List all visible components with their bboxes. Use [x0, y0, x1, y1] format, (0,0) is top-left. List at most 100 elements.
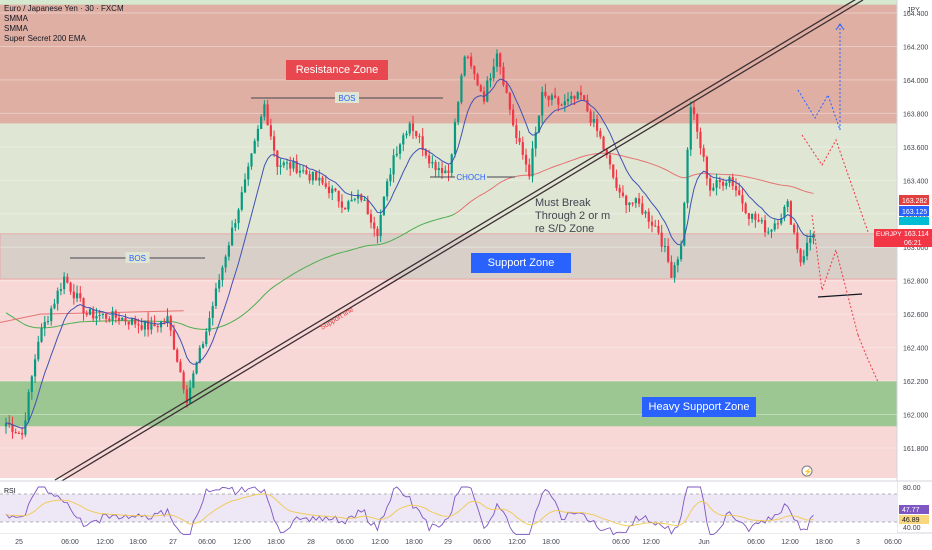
candle-body	[189, 387, 192, 404]
candle-body	[637, 198, 641, 204]
choch-label: CHOCH	[456, 173, 486, 182]
rsi-value: 47.77	[902, 507, 920, 514]
candle-body	[324, 183, 327, 187]
note-line-3: re S/D Zone	[535, 223, 594, 235]
candle-body	[282, 162, 285, 166]
resistance-zone	[0, 4, 897, 124]
y-tick-label: 164.200	[903, 44, 928, 51]
candle-body	[696, 114, 699, 132]
candle-body	[221, 267, 224, 281]
candle-body	[150, 323, 153, 330]
candle-body	[156, 326, 159, 328]
bos-2-label: BOS	[339, 94, 356, 103]
lightning-icon[interactable]	[801, 465, 813, 477]
bullish-projection	[797, 25, 841, 131]
candle-body	[266, 104, 269, 126]
candle-body	[780, 218, 783, 224]
candle-body	[59, 289, 63, 291]
candle-body	[247, 166, 250, 180]
candle-body	[589, 111, 592, 123]
y-tick-label: 164.000	[903, 78, 928, 85]
candle-body	[211, 305, 214, 319]
candle-body	[605, 149, 608, 156]
candle-body	[437, 168, 440, 171]
candle-body	[515, 125, 518, 139]
candle-body	[305, 170, 308, 175]
price-label-teal	[899, 217, 929, 225]
candle-body	[731, 177, 734, 187]
candle-body	[747, 213, 750, 219]
candle-body	[198, 347, 201, 363]
candle-body	[573, 95, 576, 99]
candle-body	[702, 148, 705, 157]
time-axis-panel	[0, 533, 932, 550]
candle-body	[376, 228, 379, 237]
candle-body	[654, 225, 657, 227]
candle-body	[285, 162, 289, 164]
candle-body	[279, 165, 282, 167]
candle-body	[608, 155, 612, 165]
currency-label: JPY	[907, 7, 920, 14]
candle-body	[224, 256, 227, 268]
candle-body	[179, 361, 182, 373]
candle-body	[56, 290, 59, 304]
candle-body	[292, 161, 295, 169]
candle-body	[272, 136, 276, 151]
candle-body	[705, 156, 709, 179]
candle-body	[159, 321, 163, 328]
candle-body	[37, 341, 40, 360]
candle-body	[544, 91, 547, 96]
candle-body	[595, 119, 599, 131]
candle-body	[812, 233, 815, 239]
x-tick-label: 12:00	[96, 539, 114, 546]
chart-legend: Euro / Japanese Yen · 30 · FXCM SMMA SMM…	[4, 4, 124, 44]
candle-body	[424, 149, 427, 156]
candle-body	[66, 276, 69, 283]
candle-body	[783, 206, 786, 219]
candle-body	[253, 140, 256, 154]
chart-title: Euro / Japanese Yen · 30 · FXCM	[4, 4, 124, 13]
candle-body	[715, 180, 718, 188]
candle-body	[40, 328, 43, 342]
candle-body	[363, 199, 366, 201]
indicator-ema[interactable]: Super Secret 200 EMA	[4, 34, 86, 43]
candle-body	[4, 423, 8, 427]
candle-body	[725, 182, 728, 186]
candle-body	[560, 104, 563, 106]
support-trendline-upper	[54, 0, 856, 481]
candle-body	[453, 122, 457, 155]
candle-body	[650, 221, 654, 226]
y-tick-label: 164.400	[903, 11, 928, 18]
x-tick-label: 25	[15, 539, 23, 546]
candle-body	[124, 317, 127, 322]
x-tick-label: 06:00	[336, 539, 354, 546]
candle-body	[21, 432, 24, 435]
candle-body	[243, 179, 247, 193]
candle-body	[470, 56, 473, 67]
candle-body	[599, 130, 602, 137]
candle-body	[554, 95, 557, 98]
indicator-smma-1[interactable]: SMMA	[4, 14, 28, 23]
candle-body	[172, 330, 176, 350]
candle-body	[250, 153, 253, 167]
candle-body	[751, 213, 754, 219]
heavy-support-zone-label: Heavy Support Zone	[642, 397, 756, 417]
candle-body	[166, 316, 169, 322]
candle-body	[499, 53, 502, 67]
candle-body	[415, 130, 418, 137]
indicator-smma-2[interactable]: SMMA	[4, 24, 28, 33]
candle-body	[789, 201, 792, 225]
candle-body	[418, 136, 421, 138]
candle-body	[615, 177, 618, 188]
x-tick-label: 06:00	[612, 539, 630, 546]
candle-body	[195, 362, 198, 374]
x-tick-label: 12:00	[642, 539, 660, 546]
candle-body	[757, 219, 760, 222]
price-axis-panel	[897, 0, 932, 550]
y-tick-label: 163.000	[903, 245, 928, 252]
candle-body	[147, 320, 150, 330]
bos-1-label: BOS	[129, 254, 146, 263]
candle-body	[612, 164, 615, 178]
note-line-2: Through 2 or m	[535, 210, 610, 222]
